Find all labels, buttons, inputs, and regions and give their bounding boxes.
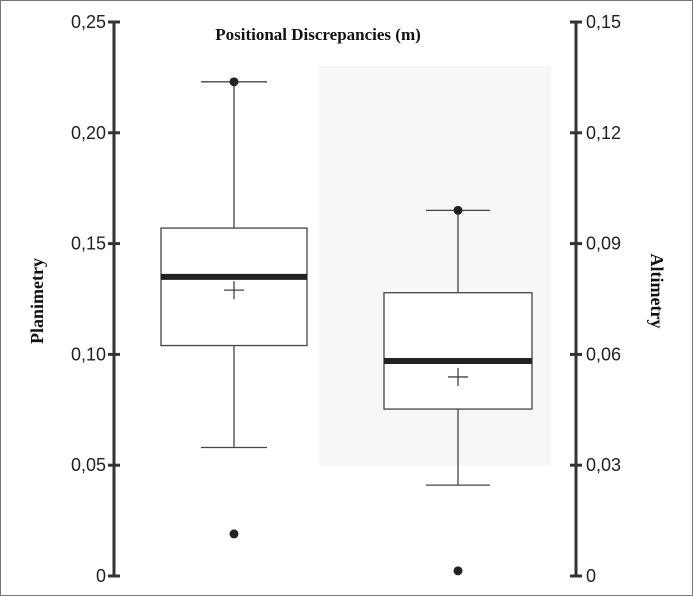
left-tick-label: 0,15 [71,234,106,254]
right-tick-label: 0,09 [586,234,621,254]
left-tick-label: 0,10 [71,344,106,364]
right-tick-label: 0,06 [586,344,621,364]
right-tick-label: 0,15 [586,12,621,32]
right-tick-label: 0,12 [586,123,621,143]
chart-title: Positional Discrepancies (m) [215,25,421,44]
left-axis-label: Planimetry [27,258,47,344]
right-tick-label: 0 [586,566,596,586]
planimetry-outlier-point [229,529,239,539]
left-tick-label: 0,25 [71,12,106,32]
altimetry-outlier-point [453,205,463,215]
right-tick-label: 0,03 [586,455,621,475]
altimetry-outlier-point [453,566,463,576]
altimetry-box [383,292,533,410]
left-tick-label: 0,05 [71,455,106,475]
left-tick-label: 0 [96,566,106,586]
right-axis-label: Altimetry [647,254,667,329]
planimetry-outlier-point [229,77,239,87]
left-tick-label: 0,20 [71,123,106,143]
